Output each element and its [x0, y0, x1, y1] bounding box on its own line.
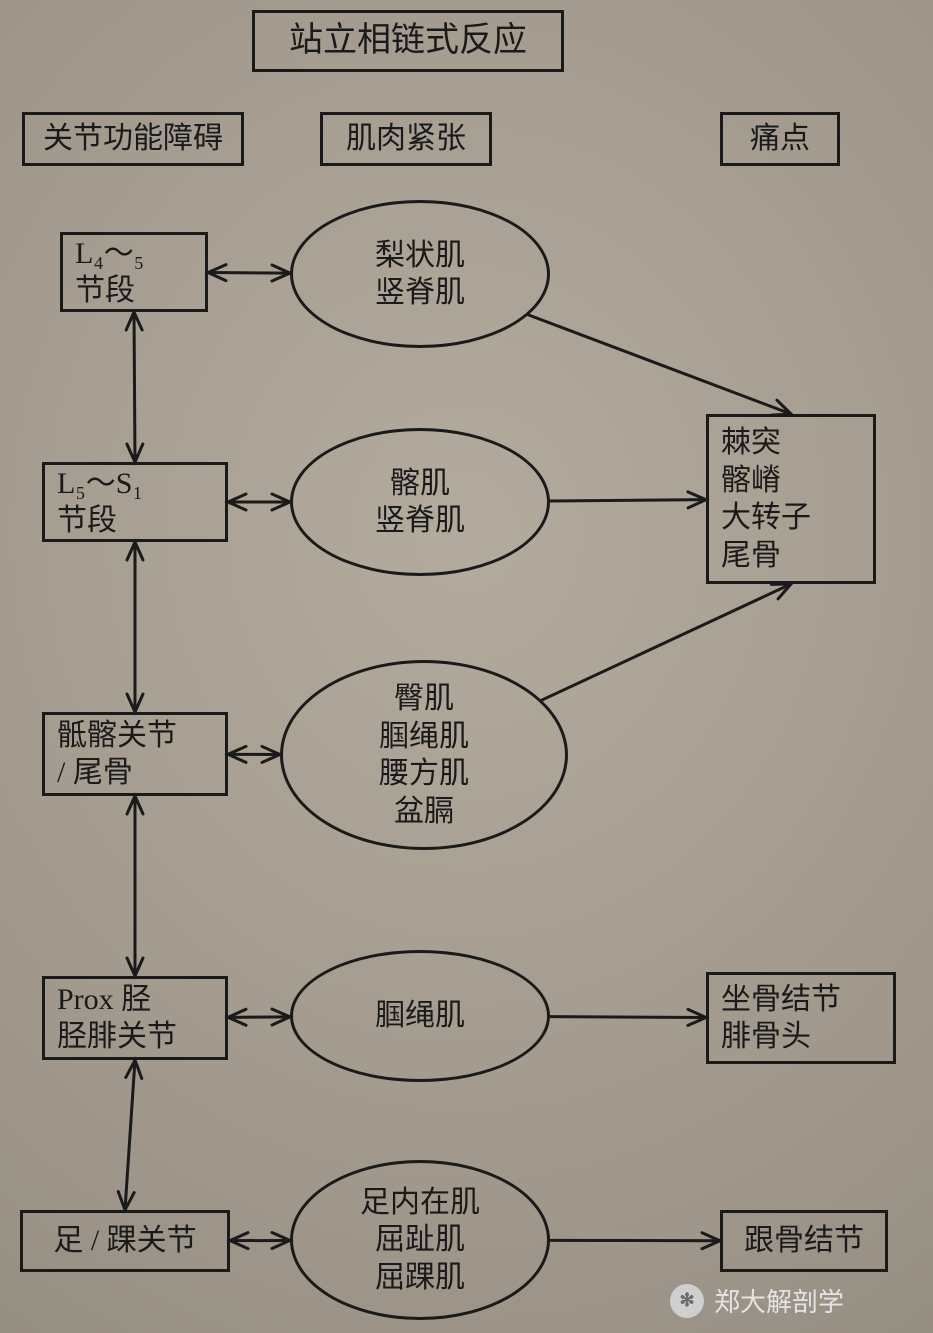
node-b2: 髂肌 竖脊肌: [290, 428, 550, 576]
watermark: ✻ 郑大解剖学: [670, 1282, 844, 1319]
node-hdrC: 痛点: [720, 112, 840, 166]
node-title: 站立相链式反应: [252, 10, 564, 72]
node-hdrA: 关节功能障碍: [22, 112, 244, 166]
node-c2: 坐骨结节 腓骨头: [706, 972, 896, 1064]
node-a1: L₄～₅ 节段: [60, 232, 208, 312]
node-b5: 足内在肌 屈趾肌 屈踝肌: [290, 1160, 550, 1320]
node-a3: 骶髂关节 / 尾骨: [42, 712, 228, 796]
node-hdrB: 肌肉紧张: [320, 112, 492, 166]
node-a4: Prox 胫 胫腓关节: [42, 976, 228, 1060]
node-a5: 足 / 踝关节: [20, 1210, 230, 1272]
node-b4: 腘绳肌: [290, 950, 550, 1082]
node-c3: 跟骨结节: [720, 1210, 888, 1272]
node-b1: 梨状肌 竖脊肌: [290, 200, 550, 348]
node-b3: 臀肌 腘绳肌 腰方肌 盆膈: [280, 660, 568, 850]
watermark-text: 郑大解剖学: [714, 1282, 844, 1319]
node-c1: 棘突 髂嵴 大转子 尾骨: [706, 414, 876, 584]
wechat-icon: ✻: [670, 1284, 704, 1318]
node-a2: L₅～S₁ 节段: [42, 462, 228, 542]
